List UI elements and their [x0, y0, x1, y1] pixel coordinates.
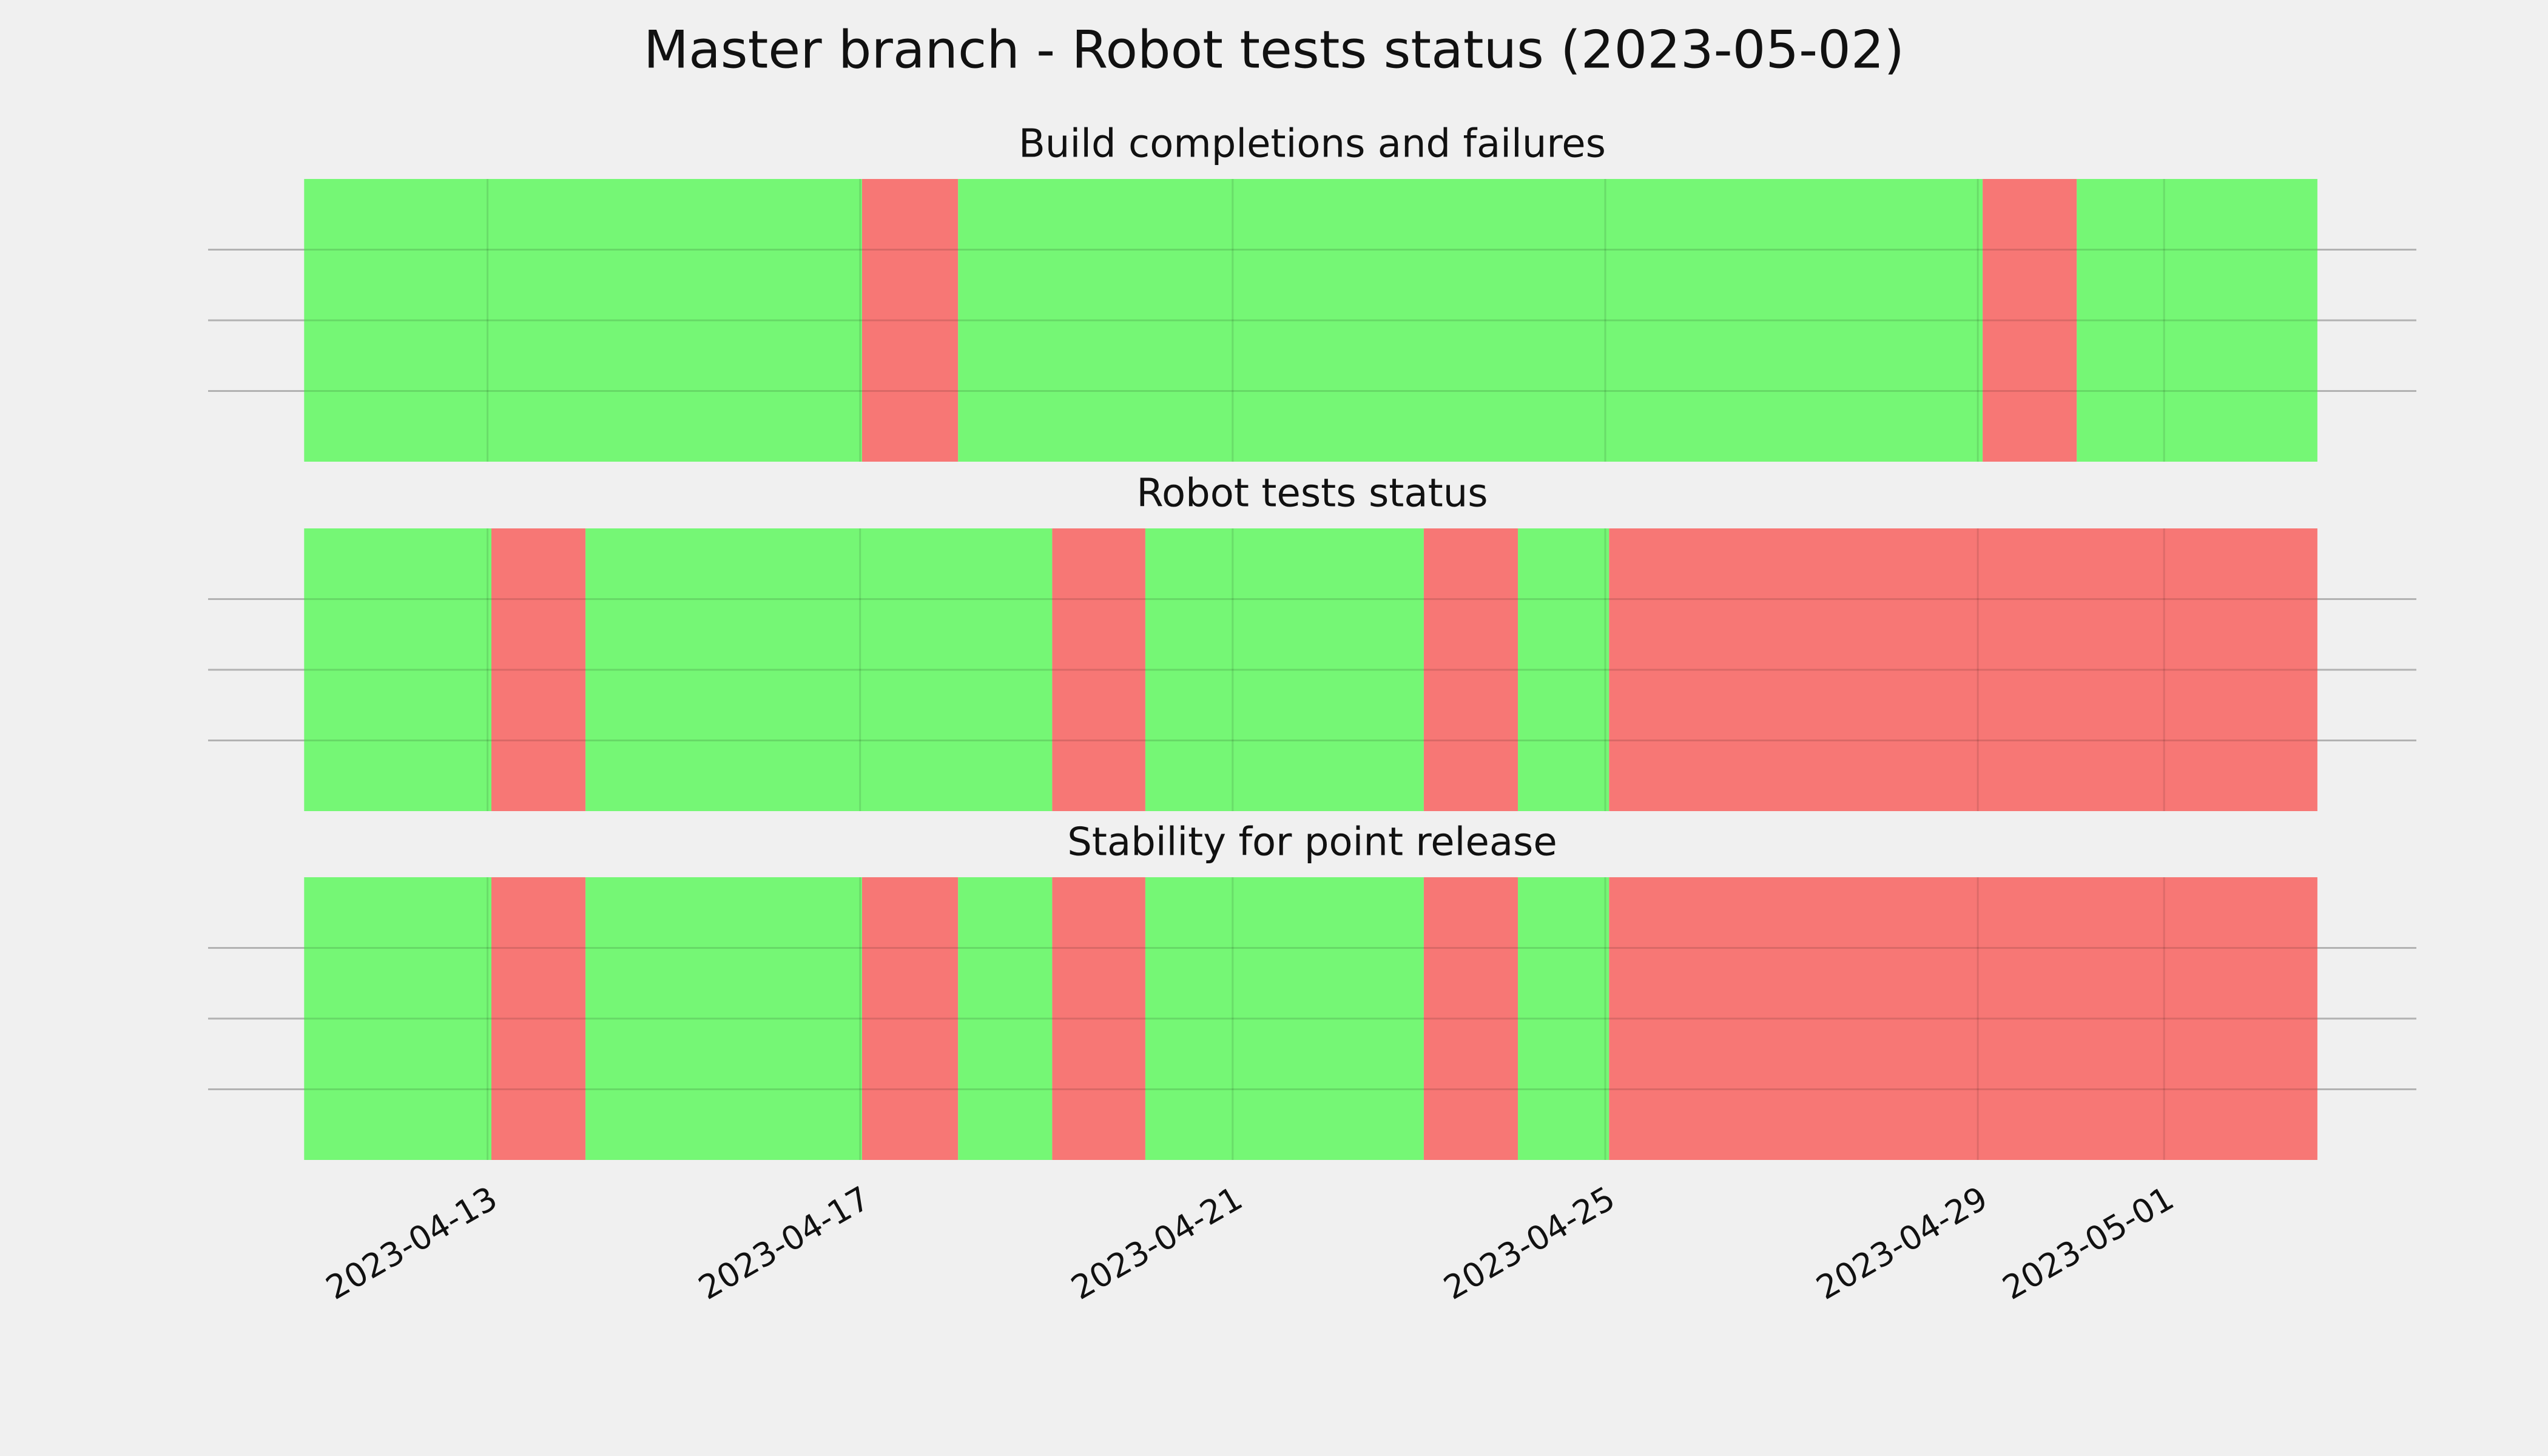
panel-title: Stability for point release: [1067, 820, 1557, 865]
status-span: [585, 877, 862, 1160]
status-span: [304, 179, 862, 462]
status-span: [1145, 528, 1424, 811]
status-span: [1609, 528, 2317, 811]
status-span: [1052, 877, 1145, 1160]
status-span: [1518, 528, 1609, 811]
panel-title: Robot tests status: [1136, 471, 1488, 516]
status-span: [958, 179, 1983, 462]
status-span: [861, 179, 959, 462]
status-span: [304, 528, 491, 811]
status-span: [861, 877, 959, 1160]
status-span: [1423, 877, 1518, 1160]
status-span: [1423, 528, 1518, 811]
status-span: [491, 877, 586, 1160]
panel-title: Build completions and failures: [1019, 122, 1606, 167]
status-span: [1983, 179, 2077, 462]
status-span: [585, 528, 1053, 811]
status-span: [1518, 877, 1609, 1160]
status-span: [2077, 179, 2317, 462]
status-span: [958, 877, 1053, 1160]
status-span: [1052, 528, 1145, 811]
status-span: [491, 528, 586, 811]
status-span: [304, 877, 491, 1160]
status-span: [1609, 877, 2317, 1160]
figure-title: Master branch - Robot tests status (2023…: [644, 19, 1904, 80]
status-span: [1145, 877, 1424, 1160]
